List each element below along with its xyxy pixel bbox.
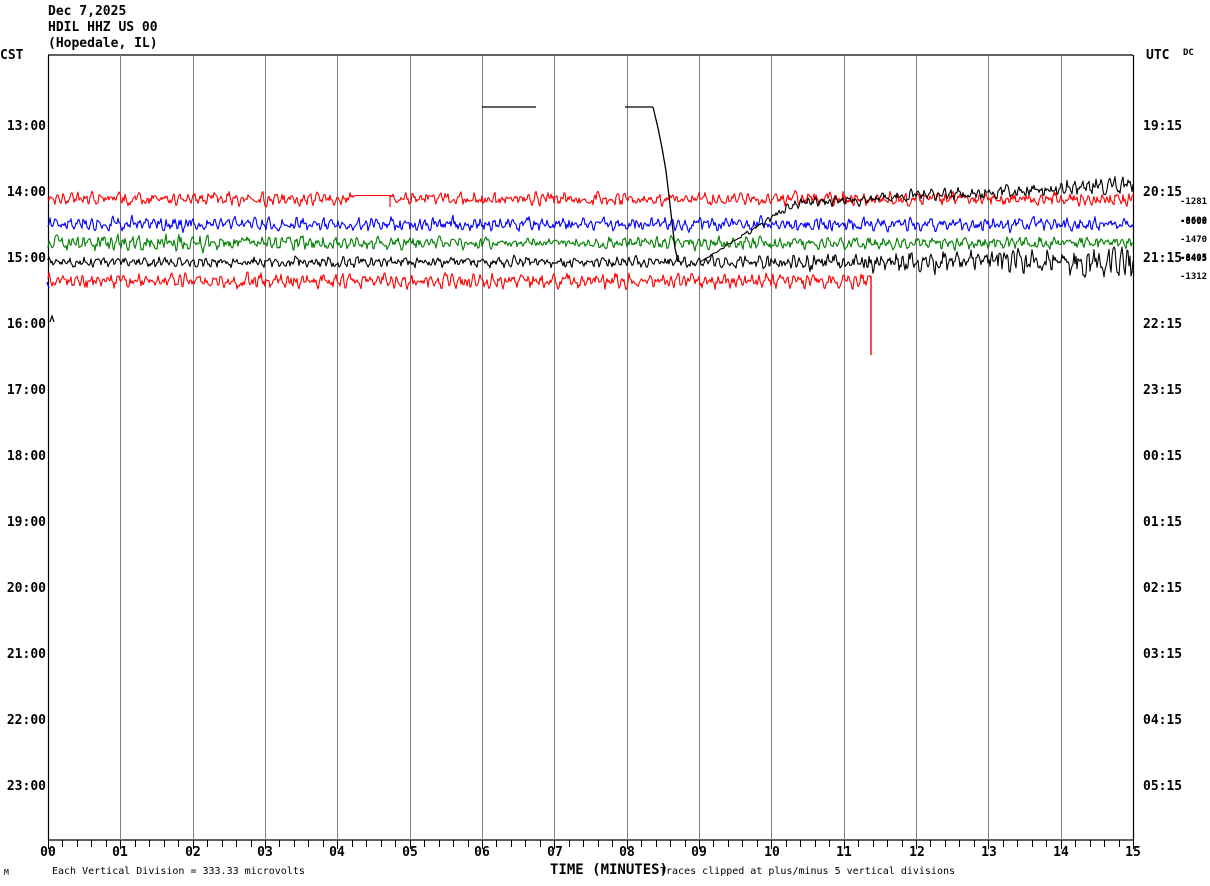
- waveform-trace-blue: [47, 214, 1134, 234]
- x-tick-label: 04: [329, 845, 345, 860]
- left-time-label: 19:00: [6, 515, 46, 530]
- x-axis-title: TIME (MINUTES): [550, 862, 669, 878]
- x-tick-label: 03: [257, 845, 273, 860]
- x-tick-label: 00: [40, 845, 56, 860]
- waveform-trace-black-lower: [47, 246, 1134, 278]
- left-time-label: 18:00: [6, 449, 46, 464]
- x-tick-label: 05: [402, 845, 418, 860]
- stray-mark-blue: [46, 281, 50, 289]
- x-tick-label: 01: [112, 845, 128, 860]
- left-time-label: 14:00: [6, 185, 46, 200]
- clipping-note: Traces clipped at plus/minus 5 vertical …: [660, 866, 956, 877]
- header-date: Dec 7,2025: [48, 4, 127, 19]
- dc-value-label: -8600: [1180, 216, 1208, 226]
- dc-value-label: -1281: [1180, 197, 1208, 207]
- right-time-label: 04:15: [1143, 713, 1183, 728]
- x-tick-label: 13: [981, 845, 997, 860]
- x-tick-label: 08: [619, 845, 635, 860]
- clipped-ramp-down: [652, 106, 679, 263]
- right-time-label: 02:15: [1143, 581, 1183, 596]
- right-time-label: 03:15: [1143, 647, 1183, 662]
- waveform-trace-green: [47, 233, 1134, 254]
- x-tick-label: 10: [764, 845, 780, 860]
- dc-column-label: DC: [1183, 48, 1194, 58]
- waveform-trace-red-upper: [47, 190, 1134, 208]
- x-tick-label: 07: [547, 845, 563, 860]
- header-location: (Hopedale, IL): [48, 36, 158, 51]
- x-tick-label: 15: [1125, 845, 1141, 860]
- left-time-label: 16:00: [6, 317, 46, 332]
- dc-value-label: -8495: [1180, 254, 1208, 264]
- header-station: HDIL HHZ US 00: [48, 20, 158, 35]
- dc-value-label: -8008: [1180, 217, 1208, 227]
- corner-tick-label: M: [4, 868, 9, 877]
- left-time-label: 17:00: [6, 383, 46, 398]
- x-tick-label: 11: [836, 845, 852, 860]
- dc-value-label: -1470: [1180, 235, 1208, 245]
- left-axis-label: CST: [0, 48, 24, 63]
- x-tick-label: 06: [474, 845, 490, 860]
- x-tick-label: 09: [691, 845, 707, 860]
- left-time-label: 20:00: [6, 581, 46, 596]
- waveform-trace-black-upper: [699, 176, 1134, 263]
- left-time-label: 23:00: [6, 779, 46, 794]
- left-time-label: 15:00: [6, 251, 46, 266]
- right-time-label: 01:15: [1143, 515, 1183, 530]
- right-time-label: 22:15: [1143, 317, 1183, 332]
- right-time-label: 19:15: [1143, 119, 1183, 134]
- right-time-label: 05:15: [1143, 779, 1183, 794]
- dc-value-label: -8405: [1180, 253, 1208, 263]
- right-time-label: 21:15: [1143, 251, 1183, 266]
- x-tick-label: 14: [1053, 845, 1069, 860]
- dc-value-label: -1312: [1180, 272, 1208, 282]
- stray-mark-black: [49, 314, 55, 323]
- x-tick-label: 12: [909, 845, 925, 860]
- left-time-label: 13:00: [6, 119, 46, 134]
- right-axis-label: UTC: [1146, 48, 1170, 63]
- right-time-label: 00:15: [1143, 449, 1183, 464]
- right-time-label: 23:15: [1143, 383, 1183, 398]
- left-time-label: 21:00: [6, 647, 46, 662]
- x-tick-label: 02: [185, 845, 201, 860]
- waveform-trace-red-lower: [47, 271, 872, 291]
- vertical-scale-note: Each Vertical Division = 333.33 microvol…: [52, 866, 305, 877]
- left-time-label: 22:00: [6, 713, 46, 728]
- right-time-label: 20:15: [1143, 185, 1183, 200]
